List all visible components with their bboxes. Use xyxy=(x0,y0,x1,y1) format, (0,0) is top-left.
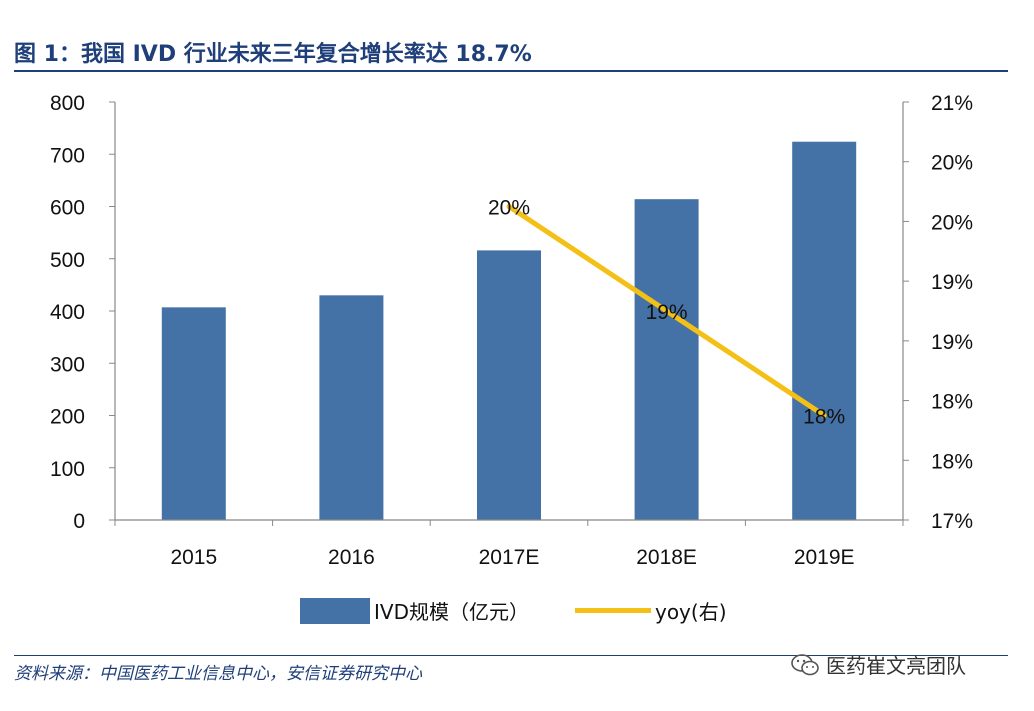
legend-label-line: yoy(右) xyxy=(654,600,727,624)
bar-2015 xyxy=(161,307,226,520)
x-tick-label: 2018E xyxy=(636,546,697,569)
right-tick-label: 19% xyxy=(931,271,973,294)
right-tick-label: 20% xyxy=(931,152,973,175)
right-tick-label: 18% xyxy=(931,391,973,414)
x-tick-label: 2017E xyxy=(479,546,540,569)
x-tick-label: 2019E xyxy=(794,546,855,569)
right-tick-label: 19% xyxy=(931,331,973,354)
left-tick-label: 400 xyxy=(50,301,85,324)
right-tick-label: 21% xyxy=(931,92,973,115)
combo-chart: 0 100 200 300 400 500 600 700 800 17% 18% 18% 19% 19%… xyxy=(50,92,973,569)
legend-swatch-bar xyxy=(300,597,370,624)
title-divider xyxy=(14,70,1008,72)
right-tick-label: 20% xyxy=(931,211,973,234)
watermark-text: 医药崔文亮团队 xyxy=(826,654,966,678)
wechat-icon xyxy=(791,653,819,675)
x-tick-label: 2015 xyxy=(170,546,217,569)
left-tick-label: 100 xyxy=(50,458,85,481)
yoy-point-2019E xyxy=(821,413,827,418)
bar-2018E xyxy=(634,199,699,520)
source-note: 资料来源：中国医药工业信息中心，安信证券研究中心 xyxy=(14,664,422,684)
left-tick-label: 600 xyxy=(50,197,85,220)
left-tick-label: 700 xyxy=(50,144,85,167)
yoy-data-label: 18% xyxy=(803,406,845,429)
legend-swatch-line xyxy=(574,608,651,613)
bar-2017E xyxy=(477,250,541,520)
bar-series xyxy=(161,141,857,520)
left-tick-label: 0 xyxy=(73,510,85,533)
left-tick-label: 800 xyxy=(50,92,85,115)
right-tick-label: 18% xyxy=(931,450,973,473)
yoy-point-2018E xyxy=(664,308,670,314)
left-tick-label: 200 xyxy=(50,406,85,429)
bar-2019E xyxy=(792,141,857,520)
legend-label-bar: IVD规模（亿元） xyxy=(374,600,529,624)
yoy-data-label: 20% xyxy=(488,197,530,220)
left-tick-label: 500 xyxy=(50,249,85,272)
watermark: 医药崔文亮团队 xyxy=(790,650,966,679)
right-tick-label: 17% xyxy=(931,510,973,533)
yoy-point-2017E xyxy=(506,204,512,209)
left-tick-label: 300 xyxy=(50,353,85,376)
axes: 0 100 200 300 400 500 600 700 800 17% 18% 18% 19% 19%… xyxy=(50,92,973,569)
chart-title: 图 1：我国 IVD 行业未来三年复合增长率达 18.7% xyxy=(14,42,532,67)
bar-2016 xyxy=(319,295,384,520)
footer-divider xyxy=(14,655,1008,656)
legend: IVD规模（亿元） yoy(右) xyxy=(300,596,727,625)
line-series: 20% 19% 18% xyxy=(488,197,845,429)
yoy-data-label: 19% xyxy=(646,301,688,324)
x-tick-label: 2016 xyxy=(328,546,375,569)
